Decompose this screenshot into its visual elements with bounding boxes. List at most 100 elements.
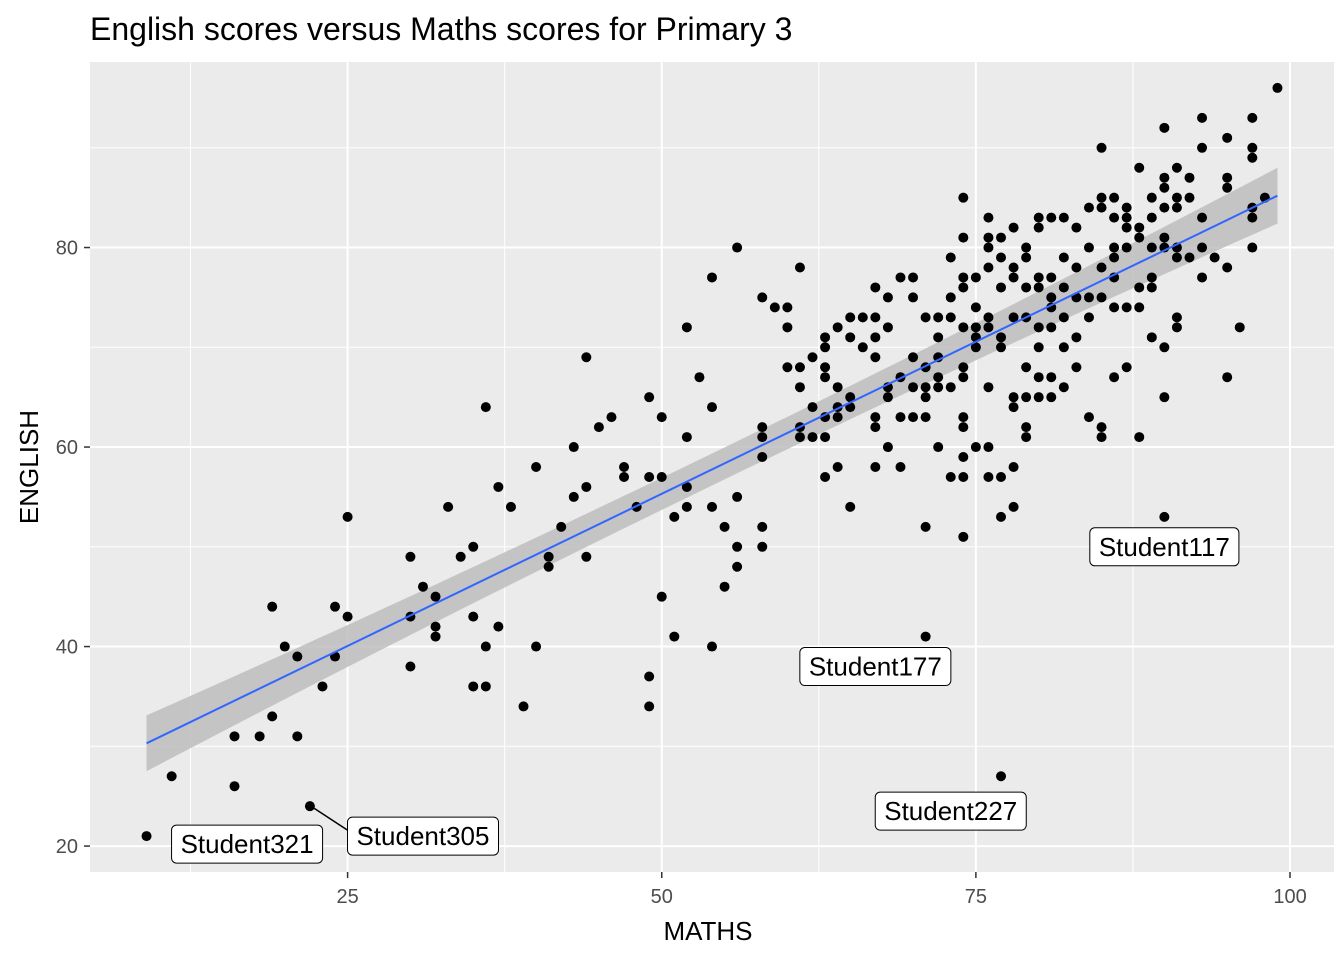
student-annotation: Student305: [313, 807, 499, 856]
data-point: [1033, 212, 1044, 223]
data-point: [1096, 142, 1107, 153]
data-point: [342, 611, 353, 622]
data-point: [870, 462, 881, 472]
data-point: [983, 232, 994, 243]
data-point: [606, 412, 617, 423]
data-point: [933, 312, 944, 323]
data-point: [1046, 372, 1057, 383]
data-point: [996, 771, 1007, 782]
data-point: [832, 322, 843, 333]
data-point: [1033, 322, 1044, 333]
data-point: [1021, 392, 1032, 403]
data-point: [1083, 312, 1094, 323]
data-point: [1159, 182, 1170, 193]
data-point: [832, 412, 843, 423]
data-point: [430, 631, 441, 642]
data-point: [1209, 252, 1220, 263]
data-point: [820, 471, 831, 482]
data-point: [1033, 342, 1044, 353]
data-point: [556, 521, 567, 532]
data-point: [1021, 432, 1032, 443]
data-point: [970, 302, 981, 313]
chart-title: English scores versus Maths scores for P…: [90, 11, 792, 47]
annotation-text: Student227: [884, 796, 1017, 826]
data-point: [958, 272, 969, 283]
data-point: [292, 731, 303, 742]
data-point: [1197, 242, 1208, 253]
data-point: [945, 252, 956, 263]
data-point: [543, 551, 554, 562]
data-point: [920, 521, 931, 532]
data-point: [958, 282, 969, 293]
data-point: [794, 362, 805, 373]
data-point: [1197, 212, 1208, 223]
data-point: [732, 242, 743, 253]
trend-line: [146, 194, 1278, 745]
data-point: [619, 462, 630, 472]
trend-line-layer: [146, 194, 1278, 745]
data-point: [1008, 272, 1019, 283]
data-point: [1146, 192, 1157, 203]
data-point: [581, 481, 592, 492]
data-point: [832, 462, 843, 472]
data-point: [581, 352, 592, 363]
data-point: [1222, 132, 1233, 143]
data-point: [1046, 212, 1057, 223]
annotation-box: [1089, 527, 1240, 567]
data-point: [832, 382, 843, 393]
data-point: [983, 442, 994, 453]
x-axis-title: MATHS: [663, 916, 752, 946]
data-point: [870, 352, 881, 363]
data-point: [1109, 252, 1120, 263]
data-point: [229, 781, 240, 792]
data-point: [958, 471, 969, 482]
data-point: [945, 312, 956, 323]
data-point: [405, 551, 416, 562]
data-point: [1247, 112, 1258, 123]
data-point: [958, 372, 969, 383]
data-point: [1046, 392, 1057, 403]
data-point: [1058, 342, 1069, 353]
data-point: [882, 292, 893, 303]
data-point: [1146, 332, 1157, 343]
data-point: [1159, 172, 1170, 183]
data-point: [1159, 122, 1170, 133]
data-point: [417, 581, 428, 592]
student-annotation: Student117: [1089, 527, 1240, 567]
data-point: [757, 422, 768, 433]
data-point: [1096, 262, 1107, 273]
data-point: [1071, 362, 1082, 373]
data-point: [945, 292, 956, 303]
data-point: [493, 481, 504, 492]
data-point: [807, 352, 818, 363]
data-point: [342, 511, 353, 522]
data-point: [1033, 222, 1044, 233]
data-point: [1247, 212, 1258, 223]
data-point: [1171, 312, 1182, 323]
data-point: [719, 581, 730, 592]
data-point: [1008, 392, 1019, 403]
data-point: [1159, 232, 1170, 243]
annotation-text: Student117: [1099, 532, 1230, 562]
data-point: [292, 651, 303, 662]
data-point: [1008, 262, 1019, 273]
data-point: [1247, 152, 1258, 163]
data-point: [1058, 312, 1069, 323]
data-point: [1096, 202, 1107, 213]
data-point: [656, 412, 667, 423]
data-point: [279, 641, 290, 652]
data-point: [1184, 252, 1195, 263]
data-point: [1083, 202, 1094, 213]
data-point: [1058, 252, 1069, 263]
data-point: [1222, 172, 1233, 183]
data-point: [1033, 282, 1044, 293]
data-point: [1121, 242, 1132, 253]
data-point: [1121, 202, 1132, 213]
annotation-box: [799, 647, 952, 687]
data-point: [983, 242, 994, 253]
data-point: [996, 332, 1007, 343]
data-point: [1134, 222, 1145, 233]
x-tick-label: 100: [1273, 886, 1306, 908]
data-point: [920, 382, 931, 393]
